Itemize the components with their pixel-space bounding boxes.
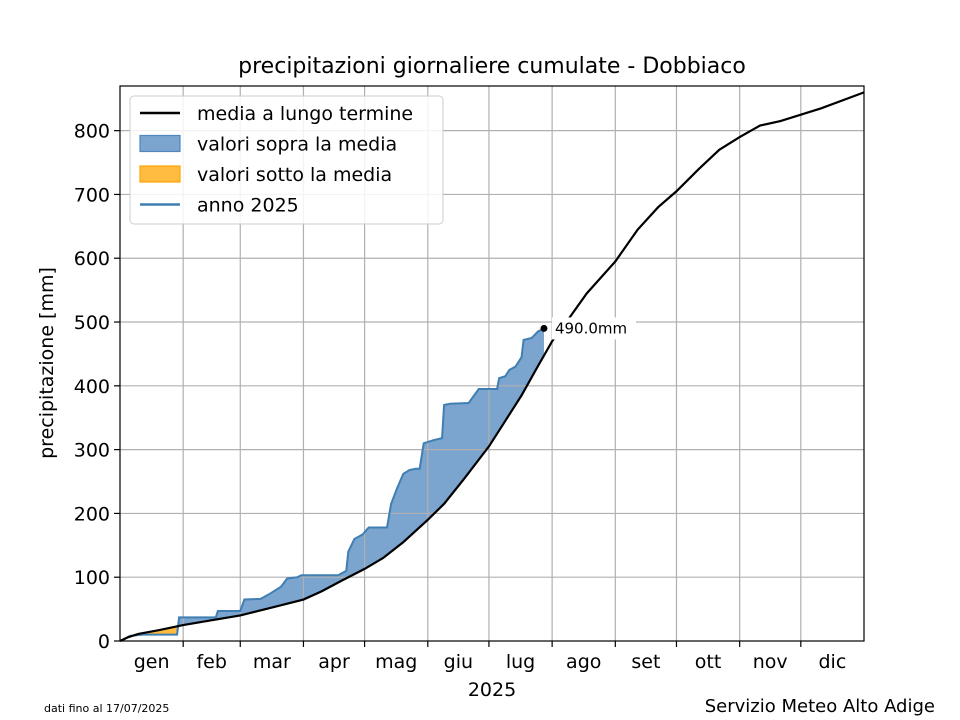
legend-label: valori sotto la media <box>197 164 392 186</box>
annotation-label: 490.0mm <box>555 319 627 337</box>
x-tick-label: nov <box>753 651 788 673</box>
x-tick-label: mar <box>253 651 291 673</box>
fill-above-mean <box>178 328 544 627</box>
y-tick-label: 0 <box>98 631 110 653</box>
y-tick-label: 300 <box>74 440 110 462</box>
series-lines: 490.0mm <box>119 91 865 642</box>
plot-frame <box>119 85 865 642</box>
chart-title: precipitazioni giornaliere cumulate - Do… <box>238 54 746 79</box>
y-axis-label: precipitazione [mm] <box>36 267 58 459</box>
series-line-anno-2025 <box>119 327 545 642</box>
x-tick-label: gen <box>134 651 170 673</box>
x-tick-label: mag <box>375 651 417 673</box>
y-tick-label: 400 <box>74 376 110 398</box>
x-tick-label: giu <box>444 651 473 673</box>
x-axis-label: 2025 <box>468 679 516 701</box>
x-tick-label: ago <box>566 651 601 673</box>
y-tick-label: 800 <box>74 121 110 143</box>
x-tick-label: lug <box>506 651 535 673</box>
legend-box <box>129 95 444 225</box>
y-tick-label: 600 <box>74 248 110 270</box>
legend-label: valori sopra la media <box>197 134 397 156</box>
y-tick-label: 500 <box>74 312 110 334</box>
x-tick-label: set <box>631 651 660 673</box>
annotation-marker <box>540 324 548 332</box>
x-tick-label: apr <box>318 651 350 673</box>
axes: 0 100 200 300 400 500 600 700 800 gen feb mar apr mag… <box>74 85 865 673</box>
legend-label: media a lungo termine <box>197 103 413 125</box>
x-tick-label: dic <box>819 651 847 673</box>
legend-swatch-patch <box>139 165 181 183</box>
y-tick-label: 700 <box>74 184 110 206</box>
legend: media a lungo termine valori sopra la med… <box>129 95 444 225</box>
legend-label: anno 2025 <box>197 195 299 217</box>
annotation-background <box>551 317 636 340</box>
series-line-media <box>119 91 865 642</box>
legend-swatch-patch <box>139 134 181 153</box>
data-note: dati fino al 17/07/2025 <box>44 702 170 715</box>
y-tick-label: 200 <box>74 503 110 525</box>
source-credit: Servizio Meteo Alto Adige <box>704 696 935 717</box>
x-tick-label: feb <box>196 651 226 673</box>
y-tick-label: 100 <box>74 567 110 589</box>
x-tick-label: ott <box>695 651 722 673</box>
